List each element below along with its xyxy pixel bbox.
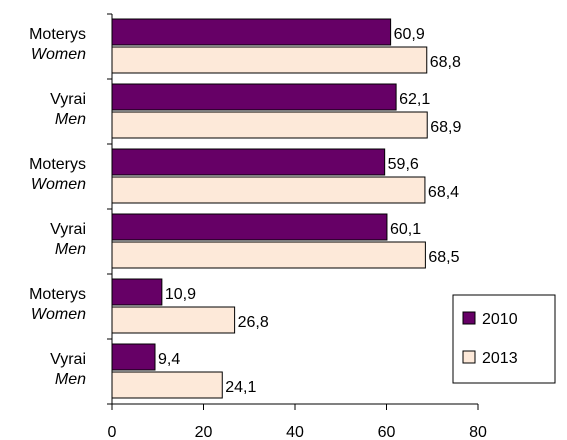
legend-label: 2010: [482, 311, 518, 328]
category-sublabel: Women: [31, 46, 86, 63]
x-tick-label: 20: [195, 424, 213, 440]
x-tick-label: 40: [286, 424, 304, 440]
legend: 2010 2013: [452, 294, 556, 384]
x-tick-label: 80: [469, 424, 487, 440]
legend-box: [452, 294, 556, 384]
legend-swatch-2010: [462, 311, 476, 325]
data-label: 68,5: [428, 249, 459, 266]
bar-2010-5: [111, 343, 156, 371]
bar-2010-3: [111, 213, 388, 241]
legend-label: 2013: [482, 350, 518, 367]
data-label: 68,8: [430, 54, 461, 71]
bar-2013-5: [111, 371, 223, 399]
x-tick-label: 60: [378, 424, 396, 440]
bar-2010-2: [111, 148, 386, 176]
category-label: Vyrai: [50, 91, 86, 108]
category-sublabel: Men: [55, 111, 86, 128]
bar-2013-4: [111, 306, 236, 334]
category-label: Moterys: [29, 26, 86, 43]
category-label: Vyrai: [50, 351, 86, 368]
bar-2010-4: [111, 278, 163, 306]
data-label: 68,4: [428, 184, 459, 201]
legend-swatch-2013: [462, 350, 476, 364]
category-sublabel: Men: [55, 241, 86, 258]
category-label: Moterys: [29, 286, 86, 303]
data-label: 9,4: [158, 351, 180, 368]
bar-2013-3: [111, 241, 426, 269]
data-label: 60,1: [390, 221, 421, 238]
bar-2010-0: [111, 18, 392, 46]
category-sublabel: Men: [55, 371, 86, 388]
x-tick-label: 0: [108, 424, 117, 440]
category-label: Vyrai: [50, 221, 86, 238]
data-label: 62,1: [399, 91, 430, 108]
bar-2010-1: [111, 83, 397, 111]
data-label: 60,9: [394, 26, 425, 43]
data-label: 68,9: [430, 119, 461, 136]
data-label: 10,9: [165, 286, 196, 303]
category-label: Moterys: [29, 156, 86, 173]
bar-2013-2: [111, 176, 426, 204]
category-sublabel: Women: [31, 176, 86, 193]
bar-2013-0: [111, 46, 428, 74]
data-label: 26,8: [238, 314, 269, 331]
category-sublabel: Women: [31, 306, 86, 323]
bar-2013-1: [111, 111, 428, 139]
data-label: 59,6: [388, 156, 419, 173]
plot-area: Moterys Women 60,9 68,8 Vyrai Men 62,168,9 Mote…: [29, 13, 487, 440]
data-label: 24,1: [225, 379, 256, 396]
